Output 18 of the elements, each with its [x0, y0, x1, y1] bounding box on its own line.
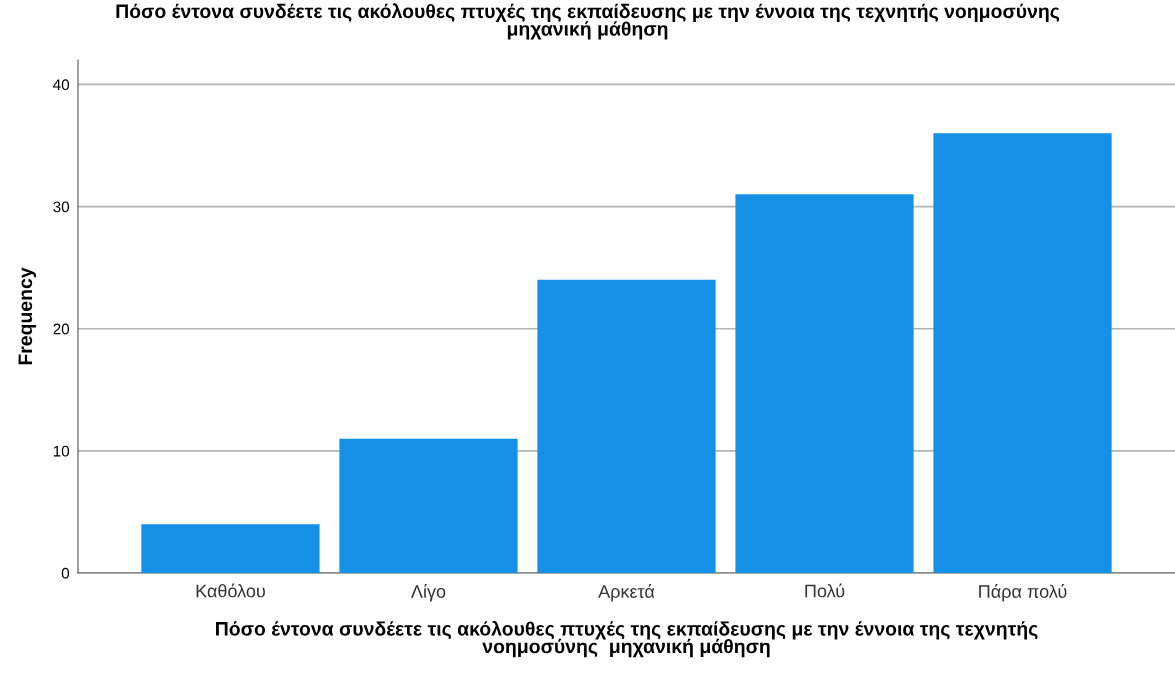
- y-tick-label: 30: [53, 201, 70, 213]
- bar: [339, 438, 518, 573]
- chart-title: Πόσο έντονα συνδέετε τις ακόλουθες πτυχές της εκπαίδευσης με την έννοια της τεχνητής νοημοσύνης μηχανική μάθηση: [116, 3, 1060, 40]
- y-axis-title: Frequency: [18, 267, 37, 365]
- bar: [141, 524, 320, 573]
- y-tick-label: 20: [53, 323, 70, 335]
- x-axis-title: Πόσο έντονα συνδέετε τις ακόλουθες πτυχές της εκπαίδευσης με την έννοια της τεχνητής νοημοσύνης μηχανική μάθηση: [216, 620, 1038, 658]
- x-tick-label: Πάρα πολύ: [979, 584, 1067, 602]
- bar: [933, 133, 1112, 573]
- y-tick-label: 40: [53, 79, 70, 91]
- y-tick-label: 0: [61, 567, 70, 579]
- x-tick-label: Καθόλου: [196, 583, 265, 598]
- x-tick-label: Αρκετά: [598, 584, 655, 602]
- x-tick-label: Λίγο: [411, 584, 446, 602]
- x-tick-label: Πολύ: [805, 583, 845, 598]
- y-tick-label: 10: [53, 445, 70, 457]
- bar: [735, 194, 914, 573]
- bar: [537, 279, 716, 573]
